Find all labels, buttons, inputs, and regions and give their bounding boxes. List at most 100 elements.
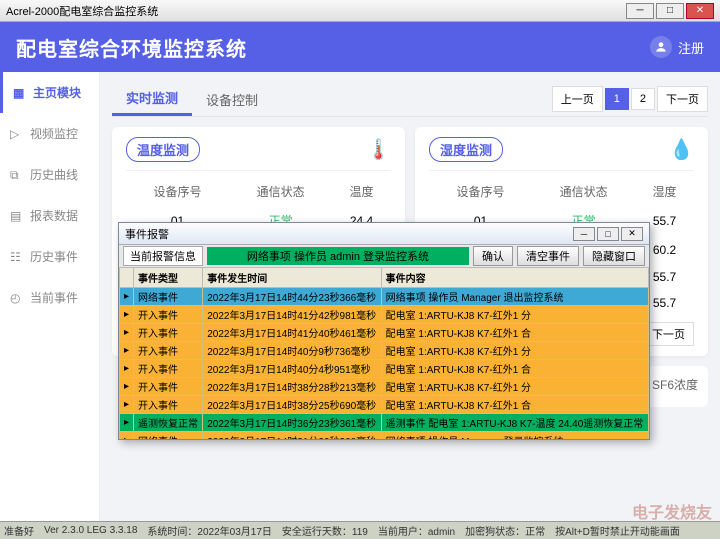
cell-type: 网络事件 xyxy=(134,288,203,306)
grid-rowhdr xyxy=(120,268,134,288)
event-row[interactable]: ▸开入事件2022年3月17日14时40分9秒736毫秒配电室 1:ARTU-K… xyxy=(120,342,649,360)
register-label: 注册 xyxy=(678,38,704,57)
sidebar-item-history-curve[interactable]: ⧉ 历史曲线 xyxy=(0,154,99,195)
app-title: 配电室综合环境监控系统 xyxy=(16,33,247,62)
cell-time: 2022年3月17日14时40分4秒951毫秒 xyxy=(203,360,381,378)
sidebar-item-current-event[interactable]: ◴ 当前事件 xyxy=(0,277,99,318)
chart-icon: ⧉ xyxy=(10,168,24,182)
clear-button[interactable]: 清空事件 xyxy=(517,246,579,266)
sidebar-item-history-event[interactable]: ☷ 历史事件 xyxy=(0,236,99,277)
col-header: 湿度 xyxy=(635,177,694,206)
grid-col: 事件发生时间 xyxy=(203,268,381,288)
window-titlebar: Acrel-2000配电室综合监控系统 ─ □ ✕ xyxy=(0,0,720,22)
cell-time: 2022年3月17日14时40分9秒736毫秒 xyxy=(203,342,381,360)
status-user: 当前用户：admin xyxy=(378,523,455,538)
grid-col: 事件类型 xyxy=(134,268,203,288)
cell-content: 配电室 1:ARTU-KJ8 K7-红外1 分 xyxy=(381,378,648,396)
cell-type: 开入事件 xyxy=(134,324,203,342)
cell-content: 配电室 1:ARTU-KJ8 K7-红外1 合 xyxy=(381,396,648,414)
status-uptime: 安全运行天数：119 xyxy=(282,523,368,538)
status-ready: 准备好 xyxy=(4,523,34,538)
cell-type: 遥测恢复正常 xyxy=(134,414,203,432)
hide-button[interactable]: 隐藏窗口 xyxy=(583,246,645,266)
tab-control[interactable]: 设备控制 xyxy=(192,84,272,115)
cell-content: 配电室 1:ARTU-KJ8 K7-红外1 分 xyxy=(381,342,648,360)
window-title: Acrel-2000配电室综合监控系统 xyxy=(6,3,158,19)
tab-realtime[interactable]: 实时监测 xyxy=(112,82,192,116)
event-row[interactable]: ▸开入事件2022年3月17日14时41分40秒461毫秒配电室 1:ARTU-… xyxy=(120,324,649,342)
grid-icon: ▦ xyxy=(13,86,27,100)
event-row[interactable]: ▸开入事件2022年3月17日14时38分28秒213毫秒配电室 1:ARTU-… xyxy=(120,378,649,396)
event-row[interactable]: ▸开入事件2022年3月17日14时40分4秒951毫秒配电室 1:ARTU-K… xyxy=(120,360,649,378)
cell-time: 2022年3月17日14时38分25秒690毫秒 xyxy=(203,396,381,414)
cell-type: 网络事件 xyxy=(134,432,203,440)
dialog-minimize[interactable]: ─ xyxy=(573,227,595,241)
dialog-title: 事件报警 xyxy=(125,226,169,242)
thermometer-icon: 🌡️ xyxy=(366,137,391,162)
cell-time: 2022年3月17日14时31分30秒308毫秒 xyxy=(203,432,381,440)
card-title: 温度监测 xyxy=(126,137,200,162)
sidebar-item-video[interactable]: ▷ 视频监控 xyxy=(0,113,99,154)
toolbar-banner: 网络事项 操作员 admin 登录监控系统 xyxy=(207,247,469,265)
cell-time: 2022年3月17日14时41分42秒981毫秒 xyxy=(203,306,381,324)
pager-next[interactable]: 下一页 xyxy=(657,86,708,112)
sidebar-item-label: 当前事件 xyxy=(30,289,78,306)
status-bar: 准备好 Ver 2.3.0 LEG 3.3.18 系统时间：2022年03月17… xyxy=(0,521,720,539)
sidebar-item-label: 视频监控 xyxy=(30,125,78,142)
sidebar-item-label: 报表数据 xyxy=(30,207,78,224)
col-header: 温度 xyxy=(332,177,391,206)
cell-content: 配电室 1:ARTU-KJ8 K7-红外1 分 xyxy=(381,306,648,324)
minimize-button[interactable]: ─ xyxy=(626,3,654,19)
sidebar-item-label: 主页模块 xyxy=(33,84,81,101)
close-button[interactable]: ✕ xyxy=(686,3,714,19)
event-dialog: 事件报警 ─ □ ✕ 当前报警信息 网络事项 操作员 admin 登录监控系统 … xyxy=(118,222,650,440)
event-row[interactable]: ▸网络事件2022年3月17日14时31分30秒308毫秒网络事项 操作员 Ma… xyxy=(120,432,649,440)
sidebar-item-report[interactable]: ▤ 报表数据 xyxy=(0,195,99,236)
app-header: 配电室综合环境监控系统 注册 xyxy=(0,22,720,72)
event-row[interactable]: ▸开入事件2022年3月17日14时41分42秒981毫秒配电室 1:ARTU-… xyxy=(120,306,649,324)
pager-page-2[interactable]: 2 xyxy=(631,88,655,110)
pager-page-1[interactable]: 1 xyxy=(605,88,629,110)
user-area[interactable]: 注册 xyxy=(650,36,704,58)
cell-content: 遥测事件 配电室 1:ARTU-KJ8 K7-温度 24.40遥测恢复正常 xyxy=(381,414,648,432)
report-icon: ▤ xyxy=(10,209,24,223)
cell-type: 开入事件 xyxy=(134,342,203,360)
sidebar: ▦ 主页模块 ▷ 视频监控 ⧉ 历史曲线 ▤ 报表数据 ☷ 历史事件 ◴ 当前事… xyxy=(0,72,100,521)
cell-time: 2022年3月17日14时44分23秒366毫秒 xyxy=(203,288,381,306)
pager-prev[interactable]: 上一页 xyxy=(552,86,603,112)
maximize-button[interactable]: □ xyxy=(656,3,684,19)
sf6-label: SF6浓度 xyxy=(652,376,698,397)
dialog-close[interactable]: ✕ xyxy=(621,227,643,241)
card-title: 湿度监测 xyxy=(429,137,503,162)
event-row[interactable]: ▸网络事件2022年3月17日14时44分23秒366毫秒网络事项 操作员 Ma… xyxy=(120,288,649,306)
toolbar-label: 当前报警信息 xyxy=(123,246,203,266)
cell-time: 2022年3月17日14时41分40秒461毫秒 xyxy=(203,324,381,342)
confirm-button[interactable]: 确认 xyxy=(473,246,513,266)
cell-type: 开入事件 xyxy=(134,378,203,396)
cell-type: 开入事件 xyxy=(134,306,203,324)
status-version: Ver 2.3.0 LEG 3.3.18 xyxy=(44,525,137,536)
sidebar-item-label: 历史曲线 xyxy=(30,166,78,183)
event-row[interactable]: ▸遥测恢复正常2022年3月17日14时36分23秒361毫秒遥测事件 配电室 … xyxy=(120,414,649,432)
grid-col: 事件内容 xyxy=(381,268,648,288)
cell-content: 配电室 1:ARTU-KJ8 K7-红外1 合 xyxy=(381,324,648,342)
card-pager-next[interactable]: 下一页 xyxy=(643,322,694,346)
sidebar-item-label: 历史事件 xyxy=(30,248,78,265)
dialog-toolbar: 当前报警信息 网络事项 操作员 admin 登录监控系统 确认 清空事件 隐藏窗… xyxy=(119,245,649,267)
event-row[interactable]: ▸开入事件2022年3月17日14时38分25秒690毫秒配电室 1:ARTU-… xyxy=(120,396,649,414)
status-systime: 系统时间：2022年03月17日 xyxy=(147,523,272,538)
status-encrypt: 加密狗状态：正常 xyxy=(465,523,545,538)
dialog-maximize[interactable]: □ xyxy=(597,227,619,241)
bell-icon: ◴ xyxy=(10,291,24,305)
cell-type: 开入事件 xyxy=(134,396,203,414)
history-icon: ☷ xyxy=(10,250,24,264)
status-help: 按Alt+D暂时禁止开动能画面 xyxy=(555,523,680,538)
col-header: 设备序号 xyxy=(429,177,532,206)
event-grid[interactable]: 事件类型 事件发生时间 事件内容 ▸网络事件2022年3月17日14时44分23… xyxy=(119,267,649,439)
sidebar-item-home[interactable]: ▦ 主页模块 xyxy=(0,72,99,113)
col-header: 通信状态 xyxy=(229,177,332,206)
video-icon: ▷ xyxy=(10,127,24,141)
dialog-titlebar[interactable]: 事件报警 ─ □ ✕ xyxy=(119,223,649,245)
cell-type: 开入事件 xyxy=(134,360,203,378)
user-icon xyxy=(650,36,672,58)
